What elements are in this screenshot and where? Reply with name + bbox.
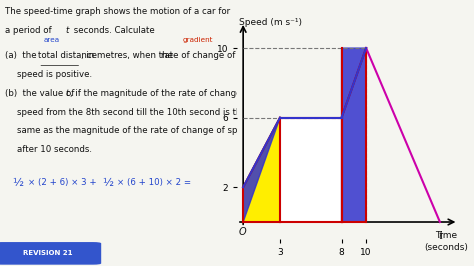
Text: (seconds): (seconds) <box>424 243 468 252</box>
Text: , in metres, when the: , in metres, when the <box>82 52 176 60</box>
Text: total distance: total distance <box>38 52 97 60</box>
Text: speed is positive.: speed is positive. <box>17 70 92 79</box>
Text: after 10 seconds.: after 10 seconds. <box>17 145 92 154</box>
Text: area: area <box>43 38 59 43</box>
FancyBboxPatch shape <box>0 242 101 265</box>
Polygon shape <box>243 118 280 222</box>
Text: × (6 + 10) × 2 =: × (6 + 10) × 2 = <box>117 178 191 187</box>
Text: Speed (m s⁻¹): Speed (m s⁻¹) <box>239 18 302 27</box>
Text: t: t <box>65 26 69 35</box>
Text: gradient: gradient <box>182 38 213 43</box>
Polygon shape <box>243 118 280 222</box>
Text: rate of change of: rate of change of <box>162 52 236 60</box>
Polygon shape <box>280 118 342 222</box>
Text: (b)  the value of: (b) the value of <box>5 89 77 98</box>
Text: speed from the 8th second till the 10th second is the: speed from the 8th second till the 10th … <box>17 108 247 117</box>
Text: Time: Time <box>435 231 457 240</box>
Text: , if the magnitude of the rate of change of: , if the magnitude of the rate of change… <box>70 89 253 98</box>
Text: t: t <box>65 89 69 98</box>
Text: same as the magnitude of the rate of change of speed: same as the magnitude of the rate of cha… <box>17 126 254 135</box>
Text: ½: ½ <box>12 178 23 188</box>
Text: O: O <box>238 227 246 237</box>
Polygon shape <box>342 48 366 222</box>
Polygon shape <box>342 48 366 118</box>
Text: a period of: a period of <box>5 26 55 35</box>
Text: The speed-time graph shows the motion of a car for: The speed-time graph shows the motion of… <box>5 7 230 16</box>
Text: seconds. Calculate: seconds. Calculate <box>72 26 155 35</box>
Text: REVISION 21: REVISION 21 <box>23 250 72 256</box>
Text: (a)  the: (a) the <box>5 52 39 60</box>
Text: × (2 + 6) × 3 +: × (2 + 6) × 3 + <box>28 178 100 187</box>
Text: t: t <box>438 231 442 241</box>
Text: ½: ½ <box>102 178 113 188</box>
